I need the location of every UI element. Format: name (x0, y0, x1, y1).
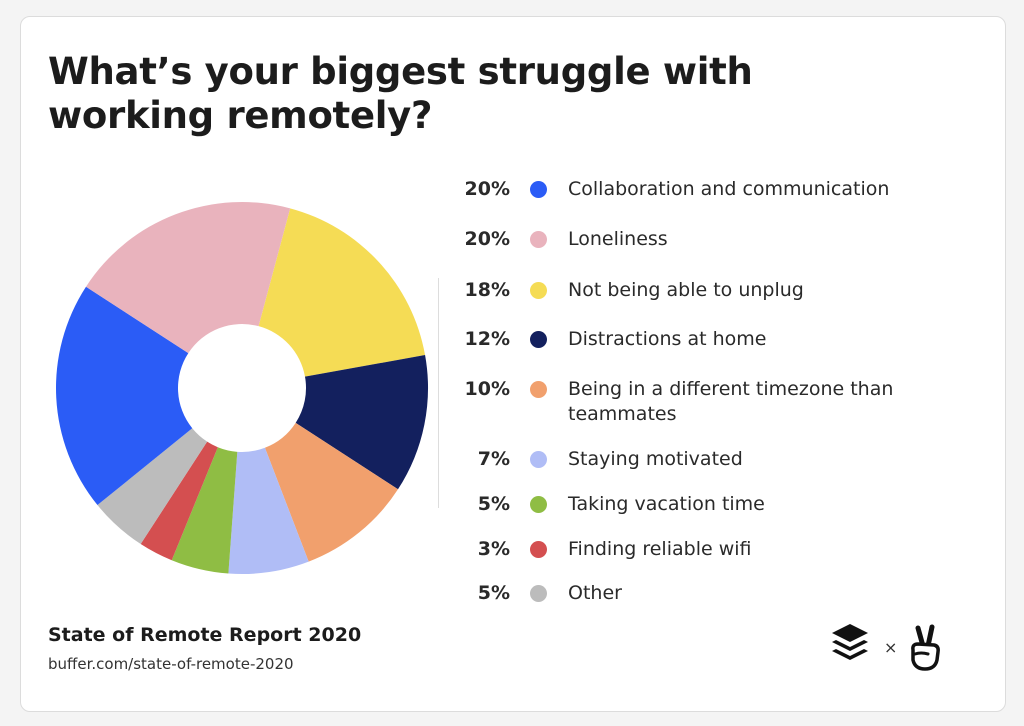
legend-swatch (530, 181, 547, 198)
logo-separator: × (884, 638, 898, 657)
source-title: State of Remote Report 2020 (48, 624, 362, 646)
legend-label: Loneliness (568, 228, 668, 250)
legend-value: 3% (477, 538, 510, 560)
legend-label: Staying motivated (568, 448, 743, 470)
legend-swatch (530, 331, 547, 348)
legend-label: Other (568, 582, 622, 604)
chart-title: What’s your biggest struggle with workin… (48, 50, 753, 137)
legend-value: 10% (464, 378, 510, 400)
legend-value: 5% (477, 582, 510, 604)
legend-value: 7% (477, 448, 510, 470)
donut-chart (55, 202, 428, 574)
legend-swatch (530, 231, 547, 248)
legend-divider (438, 278, 439, 508)
donut-slice-4 (264, 422, 398, 562)
legend-label: Taking vacation time (568, 493, 765, 515)
legend-swatch (530, 585, 547, 602)
donut-slice-6 (171, 447, 238, 574)
donut-slice-2 (258, 208, 426, 377)
legend-label: Not being able to unplug (568, 279, 804, 301)
legend-value: 12% (464, 328, 510, 350)
legend-swatch (530, 282, 547, 299)
donut-slice-7 (140, 441, 218, 561)
legend-swatch (530, 381, 547, 398)
peace-hand-icon (911, 624, 940, 671)
legend-label: Finding reliable wifi (568, 538, 752, 560)
legend-value: 18% (464, 279, 510, 301)
legend-value: 5% (477, 493, 510, 515)
buffer-stack-icon (832, 624, 868, 660)
legend-value: 20% (464, 228, 510, 250)
donut-slice-5 (228, 447, 309, 574)
legend-label: Distractions at home (568, 328, 767, 350)
donut-slice-0 (55, 286, 193, 506)
infographic-card (20, 16, 1006, 712)
legend: 20% Collaboration and communication 20% Lon… (450, 0, 970, 700)
donut-slice-3 (295, 355, 428, 490)
source-url: buffer.com/state-of-remote-2020 (48, 655, 294, 673)
legend-label: Collaboration and communication (568, 178, 890, 200)
brand-logos: × (830, 622, 990, 678)
legend-swatch (530, 496, 547, 513)
legend-swatch (530, 541, 547, 558)
donut-slice-8 (97, 428, 208, 544)
legend-label: Being in a different timezone than teamm… (568, 378, 894, 425)
legend-value: 20% (464, 178, 510, 200)
donut-slice-1 (86, 202, 291, 354)
legend-swatch (530, 451, 547, 468)
